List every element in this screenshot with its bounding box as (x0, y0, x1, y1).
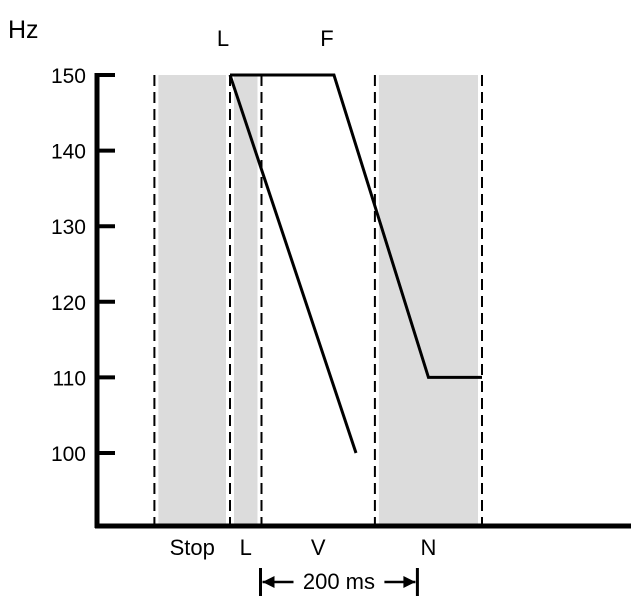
shaded-segment-1 (234, 75, 258, 526)
segment-label-l: L (240, 535, 252, 560)
contour-line-F (230, 73, 482, 379)
scale-bar-right-arrowhead (403, 576, 416, 588)
scale-bar-left-arrowhead (262, 576, 275, 588)
y-tick-label-150: 150 (51, 65, 86, 88)
shaded-segment-3 (378, 75, 478, 526)
segment-label-v: V (311, 535, 326, 560)
top-label-L: L (217, 26, 229, 51)
segment-label-n: N (421, 535, 437, 560)
shaded-segment-0 (158, 75, 226, 526)
y-tick-label-120: 120 (51, 292, 86, 315)
segment-label-stop: Stop (170, 535, 215, 560)
y-tick-label-130: 130 (51, 216, 86, 239)
scale-bar-label: 200 ms (303, 569, 375, 594)
top-label-F: F (320, 26, 333, 51)
contour-line-L (228, 74, 358, 454)
y-tick-label-110: 110 (53, 367, 86, 390)
y-tick-label-100: 100 (51, 443, 86, 466)
y-tick-label-140: 140 (51, 141, 86, 164)
y-axis-label: Hz (8, 16, 39, 44)
